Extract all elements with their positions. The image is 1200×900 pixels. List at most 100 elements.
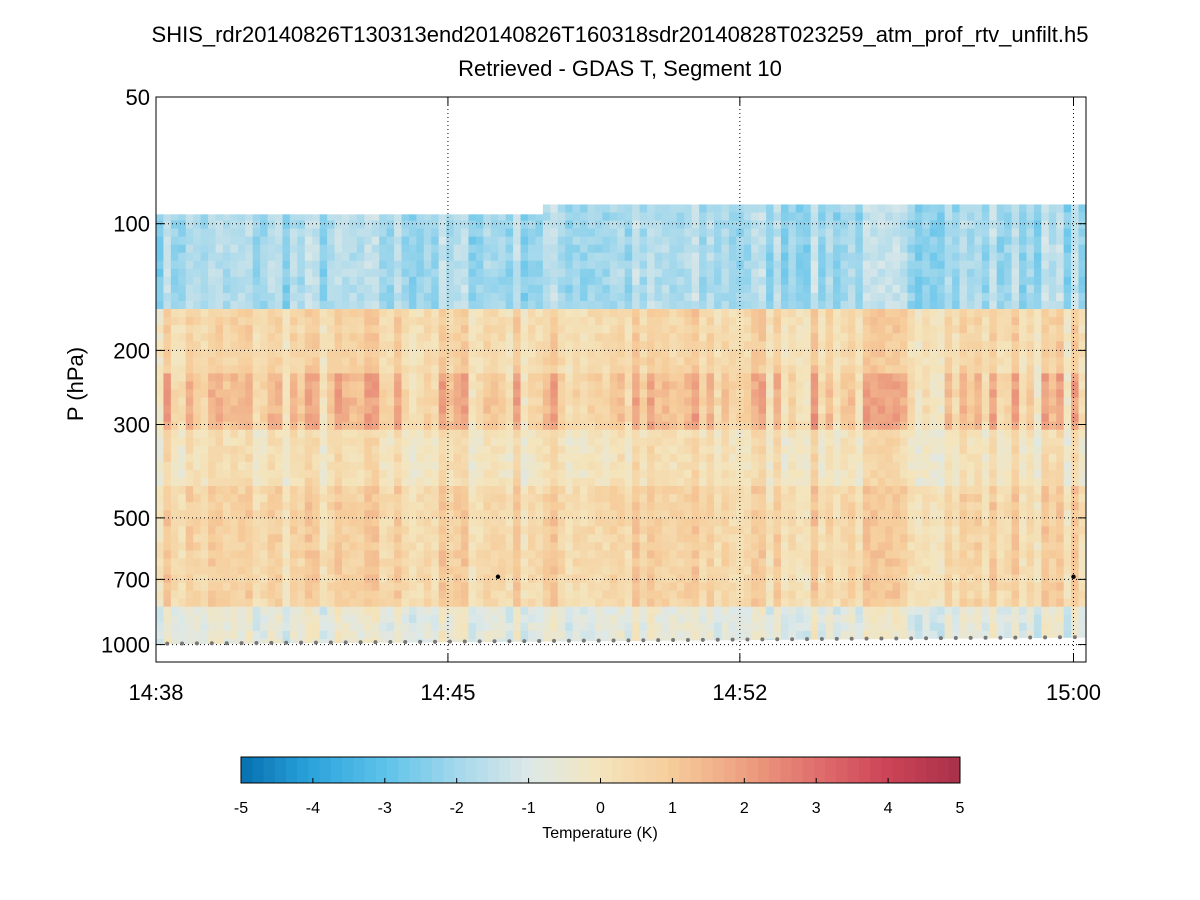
heatmap-cell: [624, 453, 633, 463]
heatmap-cell: [557, 413, 566, 423]
heatmap-cell: [178, 413, 187, 423]
heatmap-cell: [632, 333, 641, 342]
heatmap-cell: [230, 284, 239, 294]
heatmap-cell: [505, 558, 514, 568]
heatmap-cell: [483, 566, 492, 576]
heatmap-cell: [528, 309, 537, 318]
heatmap-cell: [490, 381, 499, 391]
heatmap-cell: [706, 260, 715, 270]
heatmap-cell: [505, 389, 514, 399]
heatmap-cell: [818, 590, 827, 600]
heatmap-cell: [706, 566, 715, 576]
heatmap-cell: [520, 558, 529, 568]
heatmap-cell: [185, 461, 194, 471]
heatmap-cell: [654, 389, 663, 399]
heatmap-cell: [475, 413, 484, 423]
heatmap-cell: [758, 437, 767, 447]
heatmap-cell: [453, 413, 462, 423]
heatmap-cell: [639, 268, 648, 278]
heatmap-cell: [684, 365, 693, 374]
heatmap-cell: [386, 606, 395, 616]
heatmap-cell: [661, 614, 670, 624]
heatmap-cell: [379, 244, 388, 254]
heatmap-cell: [237, 357, 246, 366]
heatmap-cell: [684, 550, 693, 560]
heatmap-cell: [453, 461, 462, 471]
heatmap-cell: [289, 292, 298, 302]
heatmap-cell: [572, 622, 581, 632]
heatmap-cell: [714, 437, 723, 447]
heatmap-cell: [237, 389, 246, 399]
heatmap-cell: [289, 373, 298, 383]
heatmap-cell: [364, 214, 373, 222]
heatmap-cell: [319, 365, 328, 374]
heatmap-cell: [438, 550, 447, 560]
heatmap-cell: [528, 325, 537, 334]
heatmap-cell: [550, 421, 559, 431]
heatmap-cell: [312, 582, 321, 592]
heatmap-cell: [468, 421, 477, 431]
heatmap-cell: [349, 429, 358, 439]
heatmap-cell: [780, 477, 789, 487]
heatmap-cell: [394, 284, 403, 294]
heatmap-cell: [706, 606, 715, 616]
heatmap-cell: [245, 518, 254, 527]
heatmap-cell: [438, 421, 447, 431]
heatmap-cell: [416, 630, 425, 640]
heatmap-cell: [654, 317, 663, 326]
heatmap-cell: [714, 582, 723, 592]
heatmap-cell: [587, 421, 596, 431]
heatmap-cell: [304, 486, 313, 495]
heatmap-cell: [721, 292, 730, 302]
heatmap-cell: [825, 300, 834, 310]
heatmap-cell: [691, 333, 700, 342]
heatmap-cell: [788, 518, 797, 527]
heatmap-cell: [371, 341, 380, 350]
heatmap-cell: [327, 550, 336, 560]
heatmap-cell: [156, 214, 165, 222]
heatmap-cell: [795, 373, 804, 383]
heatmap-cell: [669, 252, 678, 262]
heatmap-cell: [714, 365, 723, 374]
heatmap-cell: [535, 252, 544, 262]
heatmap-cell: [468, 252, 477, 262]
heatmap-cell: [565, 389, 574, 399]
heatmap-cell: [602, 300, 611, 310]
heatmap-cell: [222, 220, 231, 230]
heatmap-cell: [557, 268, 566, 278]
heatmap-cell: [200, 461, 209, 471]
heatmap-cell: [788, 212, 797, 222]
heatmap-cell: [780, 614, 789, 624]
heatmap-cell: [505, 349, 514, 358]
heatmap-cell: [654, 349, 663, 358]
heatmap-cell: [810, 397, 819, 407]
heatmap-cell: [371, 252, 380, 262]
heatmap-cell: [408, 453, 417, 463]
heatmap-cell: [156, 260, 165, 270]
heatmap-cell: [535, 214, 544, 222]
heatmap-cell: [215, 220, 224, 230]
heatmap-cell: [565, 325, 574, 334]
heatmap-cell: [342, 373, 351, 383]
heatmap-cell: [245, 220, 254, 230]
heatmap-cell: [684, 381, 693, 391]
heatmap-cell: [736, 542, 745, 552]
heatmap-cell: [304, 228, 313, 238]
heatmap-cell: [632, 244, 641, 254]
heatmap-cell: [193, 236, 202, 246]
heatmap-cell: [356, 598, 365, 608]
heatmap-cell: [401, 292, 410, 302]
heatmap-cell: [364, 325, 373, 334]
heatmap-cell: [334, 550, 343, 560]
heatmap-cell: [691, 252, 700, 262]
heatmap-cell: [156, 614, 165, 624]
heatmap-cell: [431, 469, 440, 479]
heatmap-cell: [185, 333, 194, 342]
heatmap-cell: [580, 566, 589, 576]
heatmap-cell: [475, 469, 484, 479]
heatmap-cell: [349, 292, 358, 302]
heatmap-cell: [312, 397, 321, 407]
heatmap-cell: [535, 349, 544, 358]
heatmap-cell: [461, 228, 470, 238]
heatmap-cell: [647, 357, 656, 366]
